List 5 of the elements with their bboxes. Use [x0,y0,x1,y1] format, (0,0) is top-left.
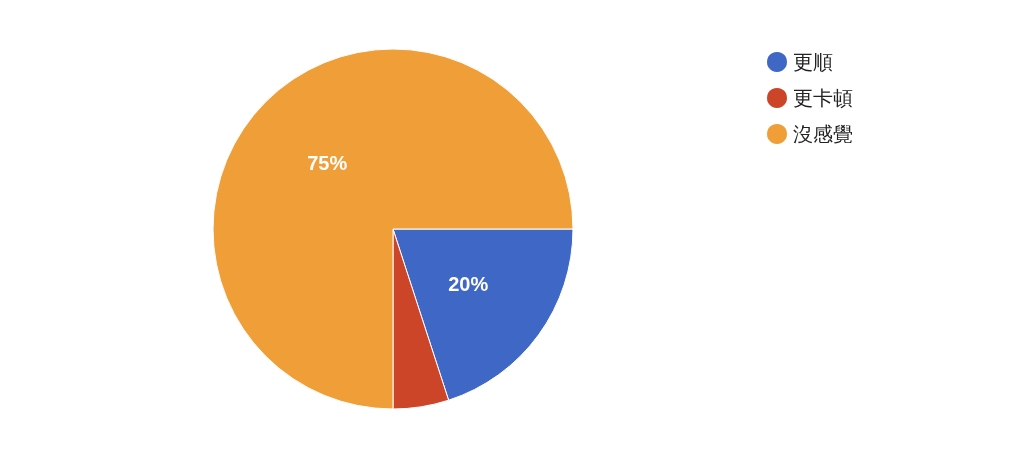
legend-label: 沒感覺 [793,123,853,145]
data-label: 20% [448,272,489,295]
data-label: 75% [307,152,348,175]
legend-label: 更順 [793,51,833,73]
legend-label: 更卡頓 [793,87,853,109]
